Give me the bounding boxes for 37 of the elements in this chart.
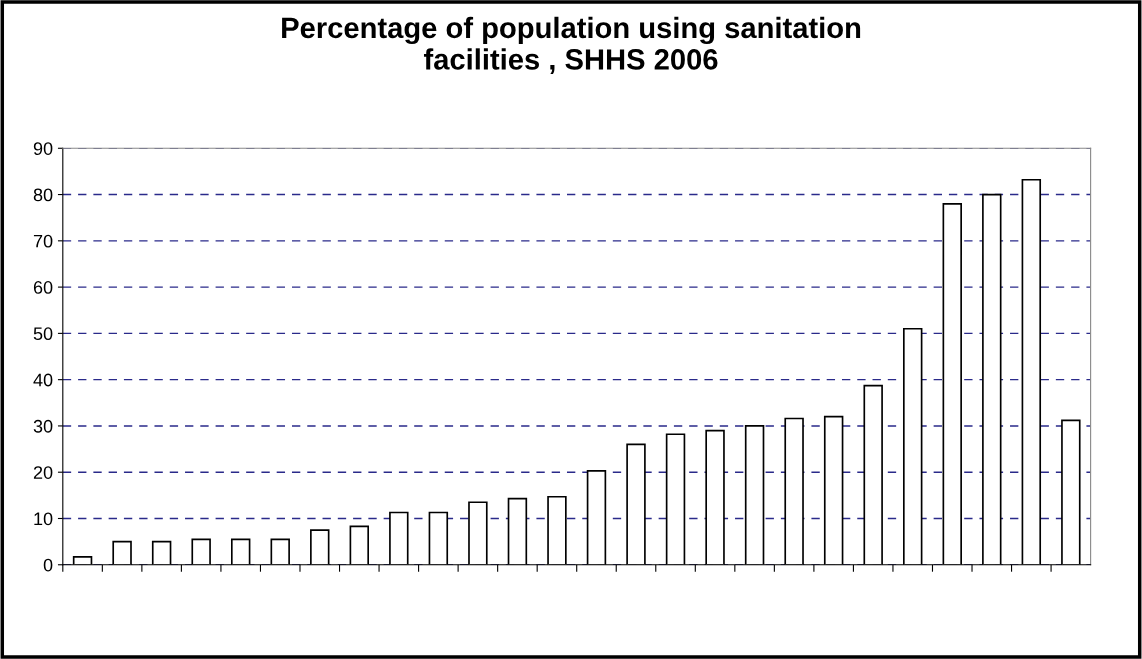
bar	[863, 384, 883, 565]
y-tick-label: 70	[33, 234, 53, 248]
bar	[507, 497, 528, 565]
bar	[389, 511, 409, 565]
y-tick-label: 60	[33, 281, 53, 294]
bar	[586, 469, 607, 565]
bar	[72, 556, 93, 565]
bar	[665, 433, 686, 565]
y-tick-label: 30	[33, 419, 53, 433]
bar	[823, 415, 844, 565]
bar	[151, 540, 172, 565]
y-tick-label: 0	[43, 558, 53, 572]
bar	[230, 538, 251, 565]
bar	[744, 425, 765, 565]
y-tick-label: 80	[33, 188, 53, 202]
y-tick-label: 90	[33, 142, 53, 155]
y-tick-label: 20	[33, 466, 53, 479]
chart-title: Percentage of population using sanitation facilities , SHHS 2006	[282, 16, 861, 74]
bar	[468, 501, 488, 565]
bar	[705, 429, 725, 565]
bar	[626, 443, 646, 565]
bar	[547, 495, 567, 565]
bar	[191, 538, 211, 565]
bar	[942, 202, 962, 565]
bar	[902, 327, 923, 565]
bar	[428, 511, 449, 565]
bar	[112, 540, 132, 565]
bar	[784, 417, 804, 565]
bar	[270, 538, 290, 565]
bar	[982, 193, 1002, 565]
y-tick-label: 10	[34, 512, 53, 526]
bar	[349, 525, 370, 565]
bar	[1061, 419, 1081, 565]
bar	[310, 529, 330, 565]
y-tick-label: 40	[33, 373, 53, 387]
y-tick-label: 50	[33, 327, 53, 341]
bar	[1021, 178, 1042, 565]
